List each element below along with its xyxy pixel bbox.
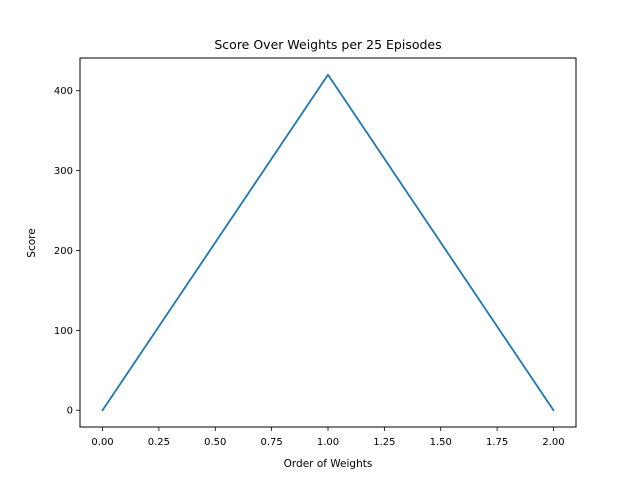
x-tick-label: 1.00: [317, 437, 339, 448]
series-layer: [101, 73, 555, 412]
x-tick-label: 1.25: [373, 437, 395, 448]
x-tick-label: 0.25: [148, 437, 170, 448]
y-tick-label: 200: [54, 246, 73, 257]
x-tick-label: 0.50: [204, 437, 226, 448]
y-tick-label: 100: [54, 326, 73, 337]
x-tick-label: 0.75: [261, 437, 283, 448]
x-tick-label: 1.75: [486, 437, 508, 448]
x-tick-label: 2.00: [542, 437, 564, 448]
y-axis-label: Score: [26, 228, 38, 257]
y-tick-label: 400: [54, 86, 73, 97]
x-axis-label: Order of Weights: [284, 458, 373, 470]
plot-area-frame: [79, 57, 577, 428]
y-axis-ticks: 0 100 200 300 400: [54, 86, 80, 417]
x-axis-ticks: 0.00 0.25 0.50 0.75 1.00 1.25 1.50 1.75 2.00: [91, 427, 565, 448]
x-tick-label: 1.50: [430, 437, 452, 448]
series-line: [101, 73, 555, 412]
y-tick-label: 0: [67, 406, 73, 417]
y-tick-label: 300: [54, 166, 73, 177]
x-tick-label: 0.00: [91, 437, 113, 448]
chart-title: Score Over Weights per 25 Episodes: [214, 37, 441, 52]
